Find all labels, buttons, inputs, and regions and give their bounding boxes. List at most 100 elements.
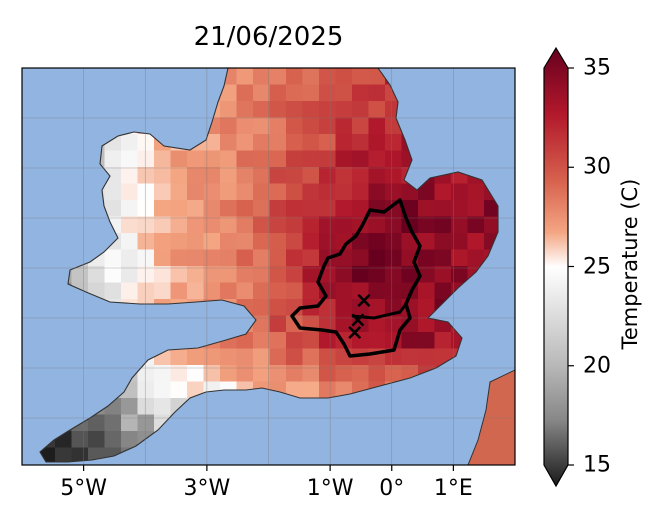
temperature-cell <box>88 431 105 448</box>
temperature-cell <box>352 282 369 300</box>
temperature-cell <box>302 117 320 135</box>
temperature-cell <box>104 200 122 217</box>
temperature-cell <box>368 266 386 283</box>
temperature-cell <box>137 233 155 250</box>
temperature-cell <box>253 365 270 382</box>
temperature-cell <box>154 365 171 382</box>
temperature-cell <box>302 348 320 366</box>
temperature-cell <box>335 134 353 151</box>
temperature-cell <box>138 464 155 481</box>
marker-layer: ××× <box>346 288 374 345</box>
temperature-cell <box>154 266 171 283</box>
temperature-cell <box>203 134 221 151</box>
colorbar-tick-label: 15 <box>583 452 611 478</box>
temperature-cell <box>418 266 435 283</box>
colorbar <box>543 46 569 488</box>
temperature-cell <box>467 249 485 267</box>
temperature-cell <box>286 84 303 102</box>
temperature-cell <box>368 117 386 135</box>
temperature-cell <box>352 200 369 217</box>
temperature-cell <box>319 167 336 184</box>
temperature-cell <box>385 282 402 300</box>
temperature-cell <box>335 68 353 85</box>
colorbar-tick-label: 25 <box>583 254 611 279</box>
temperature-cell <box>352 464 369 481</box>
temperature-cell <box>121 266 138 283</box>
temperature-cell <box>154 464 171 481</box>
temperature-cell <box>501 464 518 481</box>
temperature-cell <box>104 266 122 283</box>
temperature-cell <box>302 266 320 283</box>
temperature-cell <box>203 282 221 300</box>
temperature-cell <box>236 233 254 250</box>
temperature-cell <box>253 183 270 201</box>
temperature-cell <box>385 167 402 184</box>
temperature-cell <box>269 266 287 283</box>
temperature-cell <box>269 332 287 349</box>
temperature-cell <box>269 150 287 168</box>
temperature-cell <box>368 299 386 316</box>
temperature-cell <box>352 332 369 349</box>
temperature-cell <box>434 249 452 267</box>
temperature-cell <box>137 216 155 234</box>
temperature-cell <box>385 150 402 168</box>
temperature-cell <box>154 398 171 415</box>
temperature-cell <box>418 183 435 201</box>
temperature-cell <box>385 249 402 267</box>
temperature-cell <box>104 414 122 432</box>
temperature-cell <box>418 348 435 366</box>
temperature-cell <box>253 200 270 217</box>
colorbar-tick-label: 35 <box>583 55 611 81</box>
temperature-cell <box>451 233 468 250</box>
x-tick-label: 5°W <box>60 476 107 501</box>
temperature-cell <box>269 299 287 316</box>
location-marker: × <box>349 308 367 333</box>
temperature-cell <box>253 117 270 135</box>
temperature-cell <box>335 200 353 217</box>
x-tick-label: 3°W <box>183 476 231 501</box>
temperature-cell <box>121 431 138 448</box>
temperature-cell <box>319 134 336 151</box>
temperature-cell <box>121 150 138 168</box>
marker-symbol: × <box>346 321 364 346</box>
temperature-cell <box>170 233 188 250</box>
temperature-cell <box>237 464 254 481</box>
temperature-cell <box>484 216 498 234</box>
temperature-cell <box>137 414 155 432</box>
temperature-cell <box>220 167 237 184</box>
temperature-cell <box>335 84 353 102</box>
temperature-cell <box>385 216 402 234</box>
temperature-cell <box>121 233 138 250</box>
temperature-cell <box>39 464 56 481</box>
temperature-cell <box>385 315 402 333</box>
temperature-cell <box>187 365 204 382</box>
temperature-cell <box>302 365 320 382</box>
temperature-cell <box>269 101 287 118</box>
temperature-cell <box>137 200 155 217</box>
temperature-cell <box>286 117 303 135</box>
temperature-cell <box>418 200 435 217</box>
temperature-cell <box>270 464 287 481</box>
temperature-cell <box>319 365 336 382</box>
temperature-cell <box>170 348 188 366</box>
temperature-cell <box>319 200 336 217</box>
temperature-cell <box>203 233 221 250</box>
temperature-cell <box>319 332 336 349</box>
temperature-cell <box>236 282 254 300</box>
temperature-cell <box>368 150 386 168</box>
temperature-cell <box>451 216 468 234</box>
temperature-cell <box>319 150 336 168</box>
temperature-cell <box>467 233 485 250</box>
temperature-cell <box>418 233 435 250</box>
temperature-cell <box>269 365 287 382</box>
temperature-cell <box>88 266 105 283</box>
boundary-inner-line <box>351 303 408 320</box>
temperature-cell <box>220 348 237 366</box>
map-title: 21/06/2025 <box>193 22 344 52</box>
temperature-cell <box>269 68 287 85</box>
temperature-cell <box>352 117 369 135</box>
temperature-cell <box>319 183 336 201</box>
temperature-cell <box>187 266 204 283</box>
temperature-cell <box>385 365 402 382</box>
temperature-cell <box>154 200 171 217</box>
